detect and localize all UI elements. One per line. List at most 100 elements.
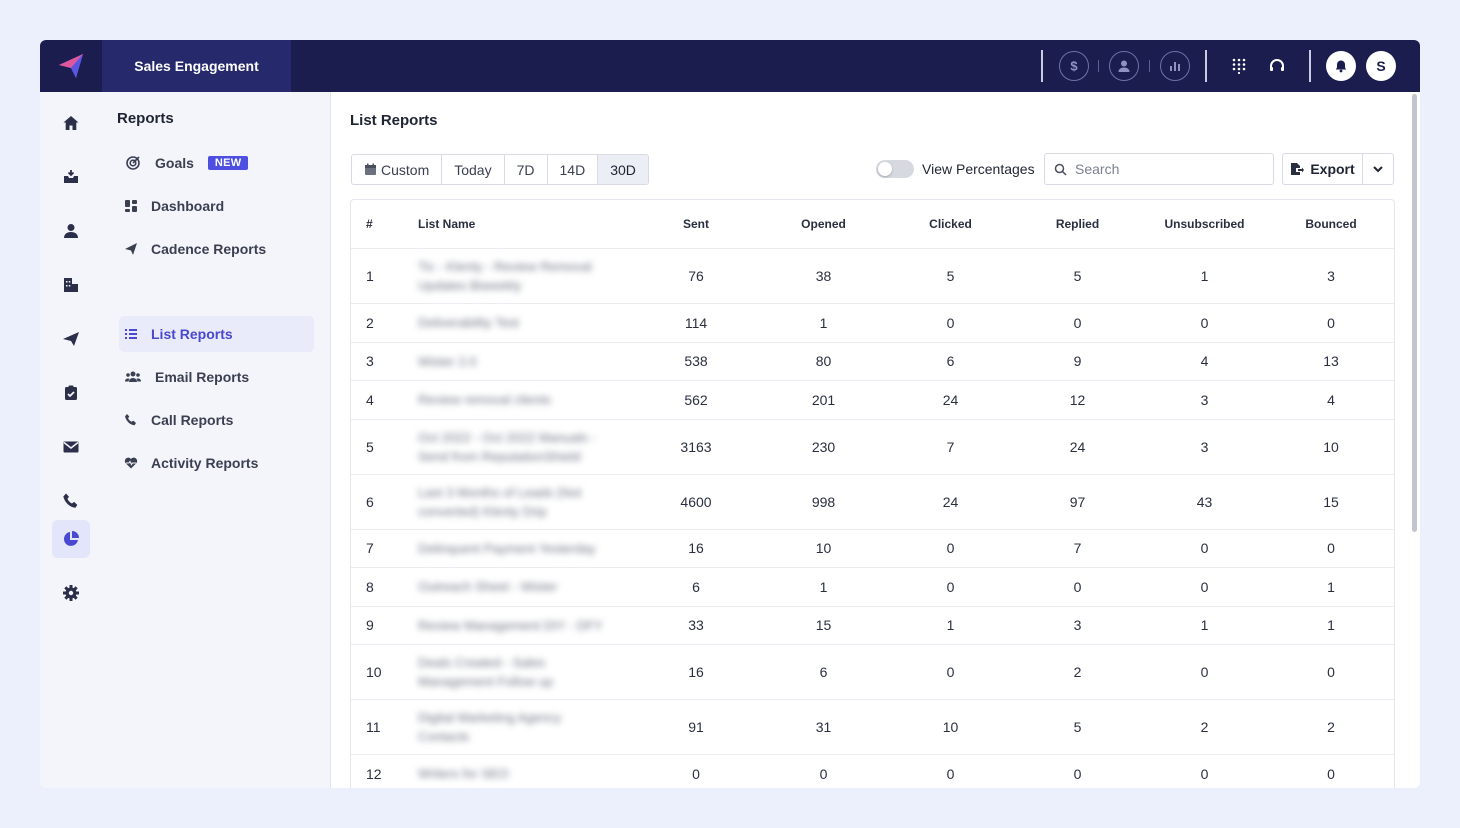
sidebar-item-label: List Reports — [151, 326, 233, 342]
row-index: 9 — [366, 617, 374, 634]
sidebar-item-list-reports[interactable]: List Reports — [119, 316, 314, 352]
table-row[interactable]: 5 Oct 2022 - Oct 2022 Manuals - Send from … — [351, 420, 1394, 475]
sidebar-item-goals[interactable]: Goals NEW — [119, 145, 314, 181]
list-name[interactable]: Last 3 Months of Leads (Not converted) Kl… — [418, 475, 648, 529]
clicked-count: 5 — [946, 268, 955, 284]
table-row[interactable]: 4 Review removal clients 562 201 24 12 3 4 — [351, 381, 1394, 420]
contacts-icon[interactable] — [52, 212, 90, 250]
column-header-clicked-count[interactable]: Clicked — [929, 217, 972, 231]
table-row[interactable]: 9 Review Management DIY - DFY 33 15 1 3 1 1 — [351, 607, 1394, 645]
clicked-count: 0 — [946, 578, 955, 595]
bounced-count: 1 — [1327, 578, 1335, 595]
bounced-count: 2 — [1327, 719, 1335, 735]
sidebar-item-dashboard[interactable]: Dashboard — [119, 188, 314, 224]
calendar-icon — [365, 163, 376, 175]
product-name[interactable]: Sales Engagement — [102, 40, 291, 92]
list-name[interactable]: Digital Marketing Agency Contacts — [418, 700, 648, 754]
analytics-icon[interactable] — [1160, 51, 1190, 81]
list-name[interactable]: Tic - Klenty - Review Removal Updates Biw… — [418, 249, 648, 303]
tasks-icon[interactable] — [52, 374, 90, 412]
billing-icon[interactable]: $ — [1059, 51, 1089, 81]
replied-count: 9 — [1073, 353, 1082, 370]
range-today-button[interactable]: Today — [442, 155, 505, 184]
range-label: Custom — [381, 161, 430, 178]
table-row[interactable]: 12 Writers for SEO 0 0 0 0 0 0 — [351, 755, 1394, 788]
export-button[interactable]: Export — [1283, 154, 1363, 184]
table-row[interactable]: 3 Wister 2.0 538 80 6 9 4 13 — [351, 343, 1394, 381]
unsubscribed-count: 1 — [1200, 617, 1209, 634]
account-icon[interactable] — [1109, 51, 1139, 81]
list-name[interactable]: Wister 2.0 — [418, 343, 648, 381]
column-header-row-index[interactable]: # — [366, 217, 373, 231]
row-index: 4 — [366, 391, 374, 408]
list-name[interactable]: Oct 2022 - Oct 2022 Manuals - Send from R… — [418, 420, 648, 474]
search-input[interactable] — [1075, 161, 1255, 177]
sidebar-item-label: Dashboard — [151, 198, 225, 214]
table-row[interactable]: 1 Tic - Klenty - Review Removal Updates Bi… — [351, 249, 1394, 304]
column-header-unsubscribed-count[interactable]: Unsubscribed — [1164, 217, 1245, 231]
bounced-count: 0 — [1327, 540, 1335, 557]
topbar-divider — [1205, 50, 1207, 82]
sidebar-item-activity-reports[interactable]: Activity Reports — [119, 445, 314, 481]
replied-count: 12 — [1069, 391, 1086, 408]
phone-icon — [119, 413, 143, 427]
scrollbar[interactable] — [1412, 94, 1417, 532]
list-name[interactable]: Deliverability Test — [418, 304, 648, 342]
notifications-icon[interactable] — [1326, 51, 1356, 81]
clicked-count: 6 — [946, 353, 955, 370]
sidebar-item-email-reports[interactable]: Email Reports — [119, 359, 314, 395]
list-name[interactable]: Delinquent Payment Yesterday — [418, 530, 648, 568]
table-row[interactable]: 10 Deals Created - Sales Management Follow… — [351, 645, 1394, 700]
replied-count: 7 — [1073, 540, 1082, 557]
column-header-bounced-count[interactable]: Bounced — [1305, 217, 1357, 231]
column-header-opened-count[interactable]: Opened — [801, 217, 846, 231]
inbox-icon[interactable] — [52, 158, 90, 196]
range-14d-button[interactable]: 14D — [547, 155, 599, 184]
clicked-count: 0 — [946, 765, 955, 782]
column-header-list-name[interactable]: List Name — [418, 217, 476, 231]
sent-count: 4600 — [680, 493, 712, 510]
dialpad-icon[interactable] — [1224, 51, 1254, 81]
sidebar-item-call-reports[interactable]: Call Reports — [119, 402, 314, 438]
support-icon[interactable] — [1262, 51, 1292, 81]
list-name[interactable]: Outreach Sheet - Wister — [418, 568, 648, 606]
table-row[interactable]: 2 Deliverability Test 114 1 0 0 0 0 — [351, 304, 1394, 343]
reports-icon[interactable] — [52, 520, 90, 558]
range-7d-button[interactable]: 7D — [504, 155, 548, 184]
unsubscribed-count: 0 — [1200, 664, 1209, 680]
list-name[interactable]: Writers for SEO — [418, 755, 648, 788]
view-percentages-toggle[interactable] — [876, 160, 914, 178]
export-dropdown-button[interactable] — [1363, 154, 1393, 184]
list-name[interactable]: Review Management DIY - DFY — [418, 607, 648, 645]
table-row[interactable]: 11 Digital Marketing Agency Contacts 91 31 10… — [351, 700, 1394, 755]
list-name[interactable]: Deals Created - Sales Management Follow u… — [418, 645, 648, 699]
list-icon — [119, 327, 143, 341]
range-custom-button[interactable]: Custom — [352, 155, 443, 184]
users-icon — [119, 370, 147, 384]
accounts-icon[interactable] — [52, 266, 90, 304]
list-reports-table: # List Name Sent Opened Clicked Replied Unsubs… — [350, 199, 1395, 788]
home-icon[interactable] — [52, 104, 90, 142]
column-header-sent-count[interactable]: Sent — [682, 217, 709, 231]
topbar-divider — [1309, 50, 1311, 82]
table-row[interactable]: 8 Outreach Sheet - Wister 6 1 0 0 0 1 — [351, 568, 1394, 607]
calls-icon[interactable] — [52, 482, 90, 520]
export-label: Export — [1310, 161, 1355, 177]
sidebar-item-cadence-reports[interactable]: Cadence Reports — [119, 231, 314, 267]
list-name[interactable]: Review removal clients — [418, 381, 648, 419]
replied-count: 5 — [1073, 268, 1082, 284]
range-30d-button[interactable]: 30D — [598, 155, 648, 184]
list-name-line: Oct 2022 - Oct 2022 Manuals - — [418, 429, 596, 445]
clicked-count: 0 — [946, 314, 955, 331]
column-header-replied-count[interactable]: Replied — [1055, 217, 1100, 231]
avatar[interactable]: S — [1366, 51, 1396, 81]
email-icon[interactable] — [52, 428, 90, 466]
logo[interactable] — [40, 40, 102, 92]
list-name-line: Tic - Klenty - Review Removal — [418, 259, 592, 274]
bounced-count: 0 — [1327, 314, 1335, 331]
campaigns-icon[interactable] — [52, 320, 90, 358]
table-row[interactable]: 7 Delinquent Payment Yesterday 16 10 0 7 0 0 — [351, 530, 1394, 568]
table-row[interactable]: 6 Last 3 Months of Leads (Not converted) K… — [351, 475, 1394, 530]
settings-icon[interactable] — [52, 574, 90, 612]
row-index: 2 — [366, 314, 374, 331]
